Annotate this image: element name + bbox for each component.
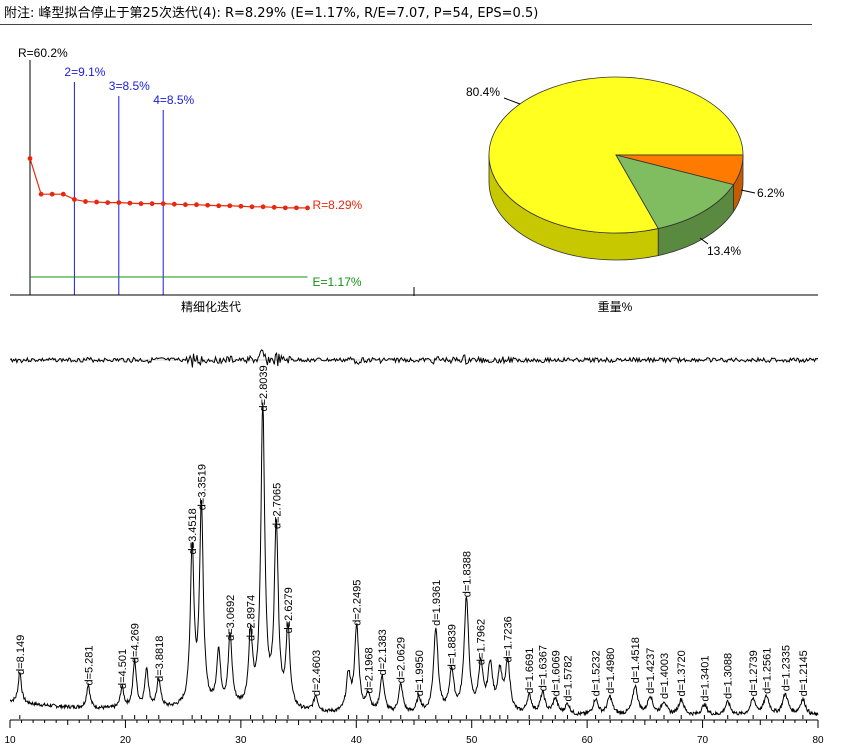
top-divider — [0, 24, 812, 25]
r-series-point — [149, 201, 155, 207]
peak-d-label: d=1.6691 — [524, 648, 536, 694]
peak-d-label: d=4.501 — [117, 649, 129, 689]
peak-d-label: d=1.4518 — [630, 637, 642, 683]
r-series-point — [260, 204, 266, 210]
xrd-pattern-chart: 10 20 30 40 50 60 70 80 d=8.149 d=5.281 d=4.501d=4… — [4, 365, 824, 746]
peak-d-label: d=3.0692 — [225, 595, 237, 641]
peak-d-label: d=2.0629 — [396, 637, 408, 683]
peak-d-label: d=3.4518 — [187, 508, 199, 554]
start-r-label: R=60.2% — [18, 46, 68, 60]
peak-d-label: d=1.9950 — [414, 650, 426, 696]
peak-d-label: d=4.269 — [130, 623, 142, 663]
r-series-line — [29, 158, 308, 209]
x-tick-label: 70 — [697, 735, 709, 746]
peak-d-label: d=3.8818 — [154, 636, 166, 682]
x-tick-label: 50 — [466, 735, 478, 746]
fit-note: 附注: 峰型拟合停止于第25次迭代(4): R=8.29% (E=1.17%, … — [4, 6, 539, 21]
r-series-point — [38, 191, 44, 197]
peak-d-label: d=1.6367 — [538, 645, 550, 691]
peak-d-label: d=1.7962 — [476, 619, 488, 665]
r-series-point — [227, 203, 233, 209]
iteration-marker-label: 4=8.5% — [153, 93, 194, 107]
x-tick-label: 60 — [582, 735, 594, 746]
peak-d-label: d=1.6069 — [550, 650, 562, 696]
iteration-marker-label: 2=9.1% — [64, 65, 105, 79]
r-series-point — [72, 197, 77, 202]
pie-label-orange: 6.2% — [757, 186, 785, 200]
r-series-point — [60, 191, 66, 197]
xrd-profile-line — [9, 402, 819, 717]
x-tick-label: 30 — [235, 735, 247, 746]
peak-d-label: d=5.281 — [83, 645, 95, 685]
r-series-point — [105, 200, 111, 206]
r-series-point — [127, 200, 133, 206]
peak-d-label: d=1.2145 — [798, 650, 810, 696]
peak-d-label: d=1.3401 — [699, 655, 711, 701]
peak-d-label: d=1.2739 — [748, 650, 760, 696]
peak-d-label: d=3.3519 — [196, 464, 208, 510]
x-tick-label: 20 — [120, 735, 132, 746]
peak-d-label: d=2.2495 — [352, 580, 364, 626]
peak-d-label: d=1.2335 — [780, 645, 792, 691]
r-series-point — [171, 201, 177, 207]
r-series-label: R=8.29% — [313, 198, 363, 212]
r-series-point — [205, 202, 211, 208]
r-series-point — [160, 201, 166, 207]
pie-slice-green — [615, 154, 735, 230]
r-series-point — [27, 156, 33, 161]
peak-d-label: d=1.4237 — [645, 648, 657, 694]
peak-d-label: d=1.4980 — [605, 648, 617, 694]
weight-axis-label: 重量% — [598, 300, 633, 314]
r-series-point — [183, 202, 188, 208]
peak-d-label: d=2.7065 — [271, 483, 283, 529]
r-series-point — [94, 199, 99, 205]
peak-d-label: d=2.8039 — [258, 365, 270, 411]
peak-d-label: d=2.6279 — [283, 587, 295, 633]
x-tick-label: 10 — [4, 735, 16, 746]
peak-d-label: d=1.7236 — [503, 616, 515, 662]
r-series-point — [83, 199, 88, 204]
r-series-point — [138, 201, 144, 207]
peak-d-label: d=1.3720 — [676, 650, 688, 696]
peak-d-label: d=1.2561 — [762, 648, 774, 694]
r-series-point — [216, 203, 222, 209]
pie-leader-yellow — [503, 97, 521, 105]
peak-d-label: d=1.5232 — [591, 650, 603, 696]
r-series-point — [194, 202, 199, 208]
difference-curve — [9, 349, 819, 368]
r-series-point — [238, 203, 244, 209]
peak-d-label: d=2.8974 — [246, 595, 258, 641]
peak-d-label: d=1.3088 — [723, 653, 735, 699]
x-tick-label: 80 — [812, 735, 824, 746]
peak-d-label: d=1.8388 — [461, 551, 473, 597]
weight-pie-chart: 80.4% 6.2% 13.4% — [466, 76, 785, 261]
r-series-point — [249, 204, 255, 210]
refinement-chart: R=60.2% 2=9.1% 3=8.5%4=8.5% R=8.29% E=1.17% — [18, 46, 363, 295]
r-series-point — [305, 205, 310, 211]
r-series-point — [282, 205, 288, 211]
pie-leader-green — [699, 237, 709, 245]
difference-line — [9, 349, 819, 368]
pie-label-green: 13.4% — [707, 244, 741, 258]
peak-d-label: d=1.9361 — [431, 580, 443, 626]
peak-d-label: d=1.4003 — [659, 653, 671, 699]
peak-d-label: d=2.1968 — [363, 647, 375, 693]
peak-d-label: d=1.5782 — [563, 655, 575, 701]
pie-leader-orange — [740, 189, 756, 194]
r-series-point — [116, 200, 122, 206]
peak-d-label: d=1.8839 — [447, 624, 459, 670]
refinement-axis-label: 精细化迭代 — [181, 300, 241, 314]
x-tick-label: 40 — [351, 735, 363, 746]
r-series-point — [49, 191, 55, 197]
peak-d-label: d=2.4603 — [311, 650, 323, 696]
r-series-point — [294, 205, 299, 211]
r-series-point — [271, 204, 277, 210]
peak-d-label: d=2.1383 — [377, 629, 389, 675]
iteration-marker-label: 3=8.5% — [109, 79, 150, 93]
peak-d-label: d=8.149 — [15, 635, 27, 675]
e-series-label: E=1.17% — [313, 275, 362, 289]
pie-label-yellow: 80.4% — [466, 85, 500, 99]
